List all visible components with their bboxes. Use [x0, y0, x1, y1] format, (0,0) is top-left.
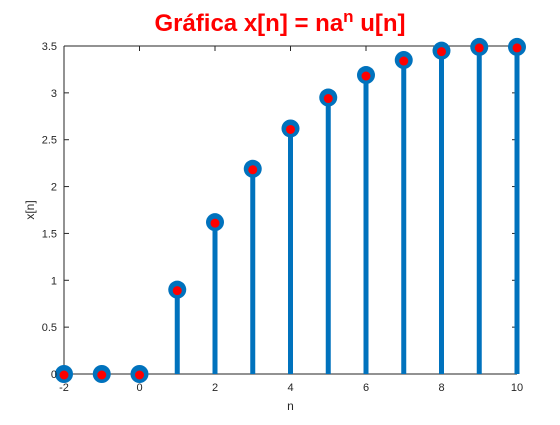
y-tick-label: 3 — [51, 88, 57, 100]
stem-marker-overlay — [210, 218, 220, 228]
y-tick-label: 0.5 — [42, 322, 57, 334]
stem-marker-overlay — [135, 370, 144, 380]
y-tick-label: 0 — [51, 369, 57, 381]
stem-marker-overlay — [172, 286, 182, 296]
y-axis-label: x[n] — [23, 200, 37, 219]
x-tick-label: 0 — [136, 382, 142, 394]
x-tick-label: 10 — [511, 382, 523, 394]
stem-marker-overlay — [399, 56, 409, 66]
stem-marker-overlay — [97, 370, 107, 380]
y-tick-label: 3.5 — [42, 41, 57, 53]
markers-layer — [55, 37, 526, 383]
stem-marker-overlay — [361, 71, 371, 81]
title-main: Gráfica x[n] = na — [154, 10, 344, 37]
x-tick-label: 2 — [212, 382, 218, 394]
x-tick-label: 6 — [363, 382, 369, 394]
title-superscript: n — [343, 7, 354, 26]
x-axis-label: n — [287, 399, 294, 413]
y-tick-label: 2 — [51, 182, 57, 194]
x-tick-label: 8 — [438, 382, 444, 394]
title-suffix: u[n] — [353, 10, 406, 37]
stem-marker-overlay — [437, 47, 446, 57]
y-tick-label: 2.5 — [42, 135, 57, 147]
stem-marker-overlay — [248, 165, 258, 175]
y-tick-label: 1 — [51, 275, 57, 287]
stem-marker-overlay — [323, 94, 333, 104]
x-tick-label: 4 — [287, 382, 293, 394]
stem-marker-overlay — [286, 124, 295, 134]
x-tick-label: -2 — [59, 382, 69, 394]
y-tick-label: 1.5 — [42, 228, 57, 240]
stem-marker-overlay — [59, 370, 69, 380]
stems-layer — [174, 46, 520, 374]
stem-marker-overlay — [474, 43, 484, 53]
chart-title: Gráfica x[n] = nan u[n] — [0, 7, 560, 38]
stem-marker-overlay — [512, 43, 522, 53]
